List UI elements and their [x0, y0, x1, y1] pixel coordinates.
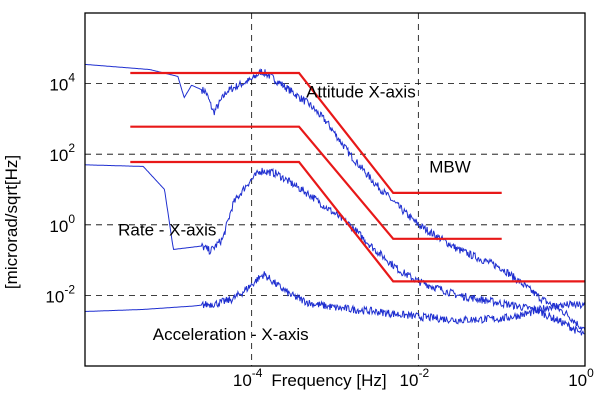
annotations: Attitude X-axis MBW Rate - X-axis Accelerat… [118, 83, 471, 344]
requirement-line-0 [130, 71, 502, 194]
tick-labels: 10-4 10-2 100 10-2 100 102 104 [45, 71, 594, 390]
annotation-2: Rate - X-axis [118, 220, 216, 239]
annotation-3: Acceleration - X-axis [153, 325, 309, 344]
x-tick-label-2: 100 [568, 366, 594, 390]
requirement-line-2 [130, 160, 585, 283]
y-tick-label-2: 102 [49, 141, 75, 165]
y-axis-label: [microrad/sqrt[Hz] [2, 155, 21, 289]
x-axis-label: Frequency [Hz] [271, 371, 386, 390]
x-tick-label-0: 10-4 [233, 366, 263, 390]
annotation-1: MBW [429, 158, 471, 177]
annotation-0: Attitude X-axis [306, 83, 416, 102]
grid-lines [85, 13, 585, 366]
y-tick-label-1: 100 [49, 212, 75, 236]
y-tick-label-0: 10-2 [45, 282, 75, 306]
measured-curve-2 [85, 271, 586, 325]
y-tick-label-3: 104 [49, 71, 75, 95]
requirement-lines [130, 71, 585, 283]
plot-area-background [85, 13, 585, 366]
measured-curve-1 [85, 164, 586, 336]
plot-frame [84, 12, 586, 367]
requirement-line-1 [130, 125, 502, 240]
x-tick-label-1: 10-2 [400, 366, 430, 390]
